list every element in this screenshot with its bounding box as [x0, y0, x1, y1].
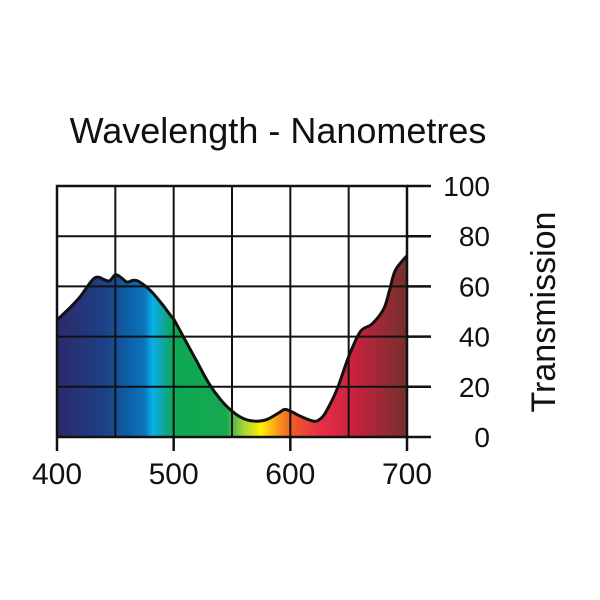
transmission-line: [55, 254, 409, 423]
y-tick-label: 0: [474, 422, 490, 453]
spectrum-fill-area: [57, 255, 407, 437]
y-tick-label: 40: [459, 322, 490, 353]
y-tick-label: 80: [459, 221, 490, 252]
y-tick-label: 20: [459, 372, 490, 403]
plot-frame: [55, 184, 409, 439]
y-tick-label: 100: [443, 171, 490, 202]
x-tick-label: 400: [32, 458, 82, 491]
x-tick-label: 600: [265, 458, 315, 491]
y-tick-label: 60: [459, 271, 490, 302]
chart-title: Wavelength - Nanometres: [70, 110, 487, 151]
x-tick-label: 700: [382, 458, 432, 491]
x-tick-label: 500: [149, 458, 199, 491]
y-axis-label: Transmission: [525, 212, 563, 413]
